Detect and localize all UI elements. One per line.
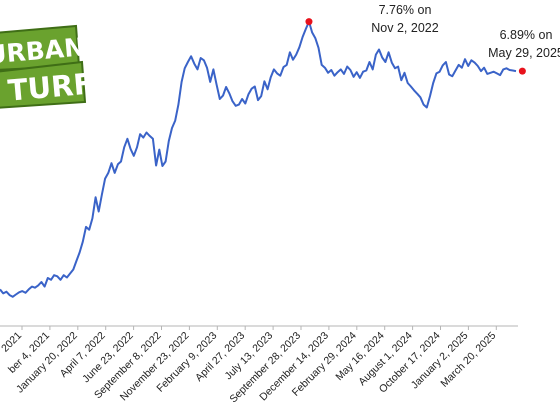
- series-layer: [0, 20, 517, 298]
- highlight-label-2-line-1: 6.89% on: [500, 28, 553, 42]
- rate-series-line: [0, 20, 517, 298]
- highlight-label-1-line-1: 7.76% on: [379, 3, 432, 17]
- urban-turf-logo: URBAN TURF: [0, 24, 95, 109]
- logo-sign-bottom: [0, 60, 87, 109]
- highlight-point-1: [305, 18, 313, 26]
- highlight-label-2-line-2: May 29, 2025: [488, 46, 560, 60]
- highlight-label-1-line-2: Nov 2, 2022: [371, 21, 438, 35]
- highlight-layer: 7.76% on Nov 2, 2022 6.89% on May 29, 2025: [305, 3, 560, 75]
- logo-text-bottom: TURF: [6, 66, 94, 107]
- highlight-point-2: [518, 67, 526, 75]
- x-tick-label: 2021: [0, 330, 24, 355]
